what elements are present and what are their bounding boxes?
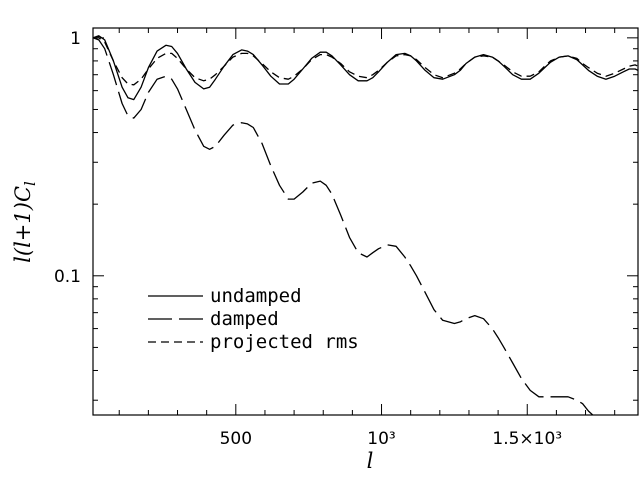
legend-label-projected-rms: projected rms xyxy=(210,331,359,353)
tick-labels: 500 10³ 1.5×10³ 0.1 1 xyxy=(54,29,562,449)
y-tick-label: 0.1 xyxy=(54,267,81,287)
legend-label-undamped: undamped xyxy=(210,285,302,307)
x-tick-label: 1.5×10³ xyxy=(492,429,562,449)
axis-ticks xyxy=(93,28,638,415)
y-tick-label: 1 xyxy=(70,29,81,49)
series-line-damped xyxy=(93,37,594,415)
x-tick-label: 500 xyxy=(220,429,252,449)
y-axis-label: l(l+1)Cl xyxy=(11,181,39,263)
plot-frame xyxy=(92,27,639,416)
series-line-undamped xyxy=(93,35,638,101)
series-line-projected-rms xyxy=(93,37,638,86)
series-layer xyxy=(93,35,638,415)
x-axis-label: l xyxy=(367,449,374,473)
x-tick-label: 10³ xyxy=(367,429,395,449)
legend-label-damped: damped xyxy=(210,308,279,330)
